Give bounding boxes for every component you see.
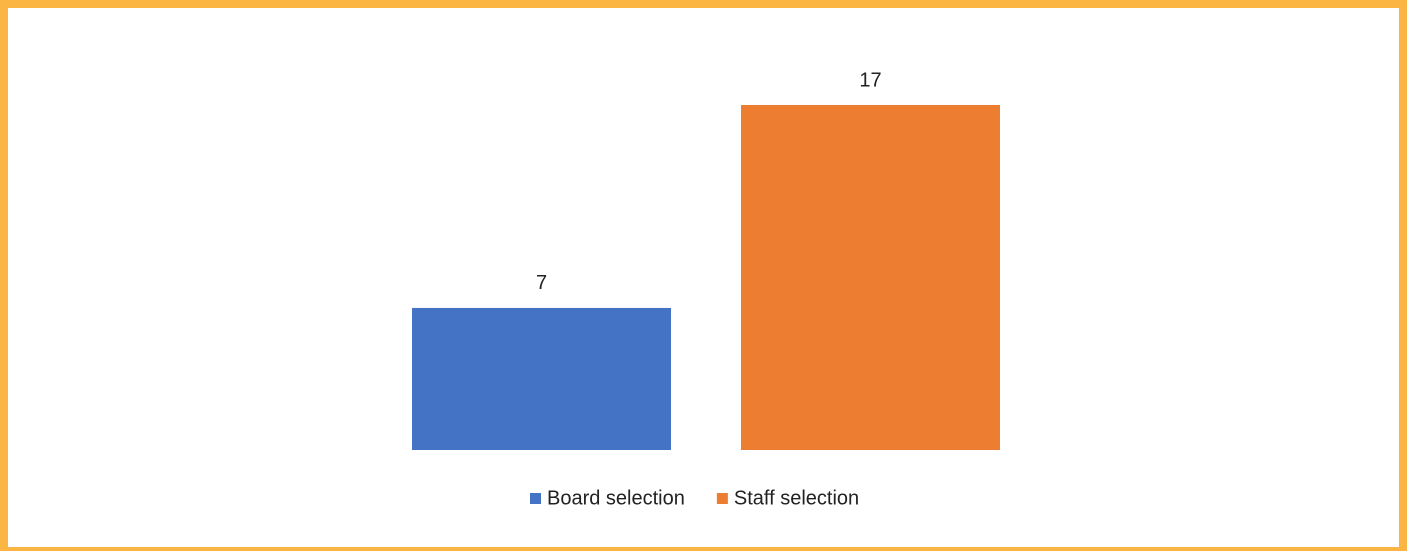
data-label: 7 [536,272,547,294]
legend-label: Staff selection [734,487,859,509]
data-label: 17 [859,69,881,91]
legend-swatch [716,493,728,504]
legend-swatch [530,493,541,504]
legend-label: Board selection [547,487,685,509]
bar [741,105,1000,450]
bar [412,307,671,450]
